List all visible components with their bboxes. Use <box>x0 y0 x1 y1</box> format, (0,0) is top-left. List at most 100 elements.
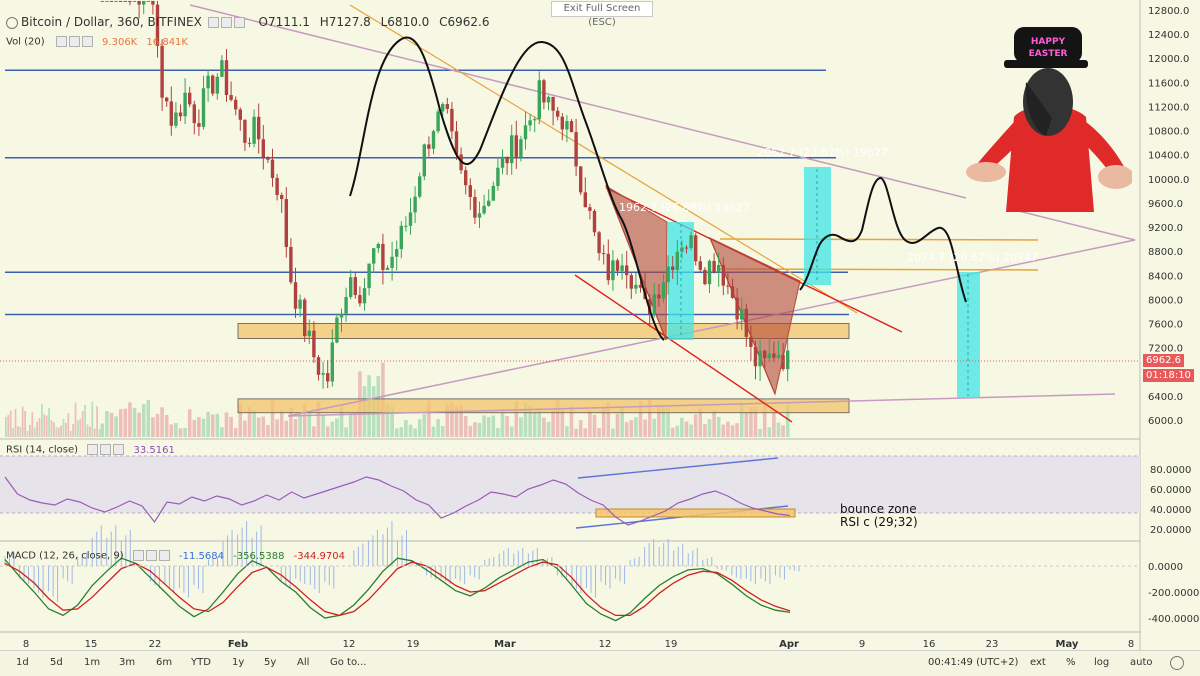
candle-body <box>270 159 275 178</box>
candle-body <box>730 286 735 298</box>
candle-body <box>514 135 518 157</box>
volume-bar <box>220 427 224 437</box>
price-tick-label: 12800.0 <box>1148 6 1189 17</box>
range-1d[interactable]: 1d <box>16 657 29 668</box>
candle-body <box>537 80 541 120</box>
close-icon[interactable] <box>233 17 245 28</box>
volume-bar <box>247 407 252 437</box>
volume-bar <box>390 406 394 437</box>
clock-display[interactable]: 00:41:49 (UTC+2) <box>928 657 1019 668</box>
hat-text-2: EASTER <box>1029 49 1068 59</box>
candle-body <box>735 297 739 320</box>
volume-bar <box>330 421 335 437</box>
volume-bar <box>24 410 26 437</box>
candle-body <box>174 112 178 126</box>
exit-fullscreen-button[interactable]: Exit Full Screen (ESC) <box>551 1 653 28</box>
candle-body <box>717 264 721 273</box>
volume-bar <box>555 400 560 437</box>
volume-bar <box>118 409 123 437</box>
volume-bar <box>684 421 689 437</box>
candle-body <box>427 144 431 149</box>
candle-body <box>551 96 555 111</box>
volume-close-icon[interactable] <box>81 36 93 47</box>
range-6m[interactable]: 6m <box>156 657 173 668</box>
candle-body <box>303 299 307 337</box>
volume-bar <box>210 414 215 437</box>
rsi-settings-icon[interactable] <box>100 444 112 455</box>
candle-body <box>450 108 454 132</box>
log-toggle[interactable]: log <box>1094 657 1110 668</box>
range-5y[interactable]: 5y <box>264 657 277 668</box>
macd-eye-icon[interactable] <box>132 550 144 561</box>
auto-toggle[interactable]: auto <box>1130 657 1153 668</box>
time-tick-label: 8 <box>1128 639 1134 650</box>
range-3m[interactable]: 3m <box>119 657 136 668</box>
chart-settings-gear-icon[interactable] <box>1170 656 1184 670</box>
candle-body <box>312 330 316 358</box>
candle-body <box>620 265 624 271</box>
rsi-tick-label: 80.0000 <box>1150 465 1191 476</box>
goto-button[interactable]: Go to... <box>330 657 367 668</box>
candle-body <box>307 330 311 337</box>
price-axis-ticks: 12800.0 12400.0 12000.0 11600.0 11200.0 10800… <box>1148 6 1199 625</box>
macd-close-icon[interactable] <box>158 550 170 561</box>
bounce-zone-label: bounce zone <box>840 502 917 516</box>
volume-bar <box>65 422 67 437</box>
volume-bar <box>385 403 390 437</box>
measure-label-2: 2062.7 (23.87%) 19627 <box>757 146 889 159</box>
symbol-title: Bitcoin / Dollar, 360, BITFINEX <box>21 15 202 29</box>
ext-toggle[interactable]: ext <box>1030 657 1046 668</box>
volume-bar <box>164 414 169 437</box>
percent-toggle[interactable]: % <box>1066 657 1076 668</box>
candle-body <box>680 247 684 252</box>
candle-body <box>418 176 422 197</box>
eye-icon[interactable] <box>207 17 219 28</box>
range-5d[interactable]: 5d <box>50 657 63 668</box>
volume-bar <box>7 414 10 437</box>
volume-bar <box>155 413 160 437</box>
candle-body <box>528 120 532 126</box>
volume-bar <box>546 421 551 437</box>
volume-bar <box>551 410 555 437</box>
volume-bar <box>74 402 77 437</box>
candle-body <box>491 185 495 201</box>
price-tick-label: 9600.0 <box>1148 199 1183 210</box>
settings-icon[interactable] <box>220 17 232 28</box>
volume-eye-icon[interactable] <box>55 36 67 47</box>
candle-body <box>629 275 633 289</box>
price-axis[interactable] <box>1140 0 1200 650</box>
candle-body <box>519 139 523 157</box>
candle-body <box>712 260 716 273</box>
volume-bar <box>509 426 514 437</box>
volume-bar <box>445 404 450 437</box>
candle-body <box>399 225 403 250</box>
time-tick-label: 9 <box>859 639 865 650</box>
volume-bar <box>422 414 427 437</box>
rsi-line <box>4 476 791 526</box>
volume-bar <box>537 410 542 437</box>
range-all[interactable]: All <box>297 657 310 668</box>
orange-support-zone <box>237 323 850 340</box>
volume-bar <box>192 419 197 437</box>
volume-settings-icon[interactable] <box>68 36 80 47</box>
candle-body <box>178 112 183 117</box>
rsi-eye-icon[interactable] <box>87 444 99 455</box>
volume-bar <box>9 410 12 437</box>
volume-bar <box>569 406 574 437</box>
macd-label: MACD (12, 26, close, 9) <box>6 550 124 562</box>
macd-line-value: -356.5388 <box>233 550 285 562</box>
candle-body <box>201 88 206 127</box>
macd-settings-icon[interactable] <box>145 550 157 561</box>
range-1y[interactable]: 1y <box>232 657 245 668</box>
range-1m[interactable]: 1m <box>84 657 101 668</box>
volume-bar <box>321 415 325 437</box>
volume-bar <box>197 417 201 437</box>
volume-bar <box>450 402 454 437</box>
range-ytd[interactable]: YTD <box>191 657 211 668</box>
volume-bar <box>284 420 289 437</box>
volume-bar <box>146 399 151 437</box>
rsi-close-icon[interactable] <box>113 444 125 455</box>
volume-bar <box>523 402 528 437</box>
volume-bar <box>578 420 583 437</box>
